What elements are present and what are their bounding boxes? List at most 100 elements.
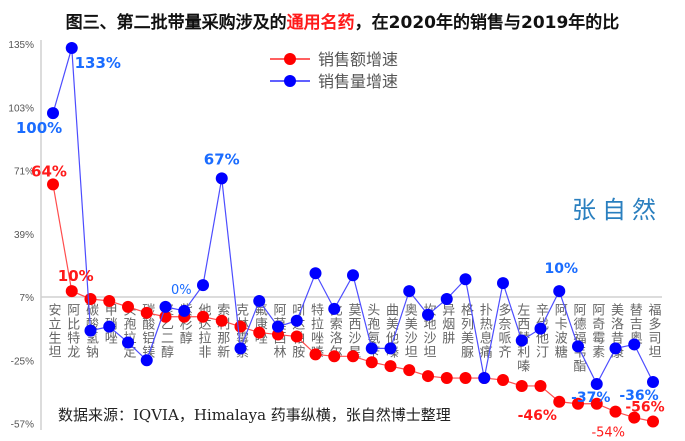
- x-category-label: 多奈哌齐: [496, 302, 512, 359]
- data-point: [103, 294, 116, 307]
- x-category-label: 阿比特龙: [64, 303, 80, 359]
- data-point: [215, 314, 228, 327]
- data-point: [440, 292, 453, 305]
- data-point: [572, 397, 584, 410]
- data-point: [309, 348, 322, 361]
- y-tick-label: 39%: [14, 230, 34, 241]
- data-label: 67%: [204, 150, 240, 168]
- data-point: [47, 107, 59, 120]
- data-point: [197, 310, 209, 323]
- data-point: [609, 405, 622, 418]
- x-category-label: 莫西沙星: [346, 303, 362, 359]
- data-point: [515, 334, 528, 347]
- legend-marker: [284, 53, 296, 65]
- data-point: [384, 360, 397, 373]
- footnote: 数据来源：IQVIA，Himalaya 药事纵横，张自然博士整理: [58, 406, 451, 424]
- data-point: [365, 356, 378, 369]
- x-category-label: 阿德福韦酯: [571, 303, 587, 373]
- title-prefix: 图三、第二批带量采购涉及的: [65, 13, 287, 33]
- data-point: [515, 379, 528, 392]
- data-point: [122, 300, 134, 313]
- data-label: 64%: [31, 162, 67, 180]
- data-label: -46%: [518, 408, 557, 424]
- data-point: [647, 375, 659, 388]
- y-tick-label: 103%: [8, 103, 34, 114]
- x-category-label: 替吉奥: [627, 303, 643, 345]
- watermark: 张自然: [572, 196, 662, 224]
- legend-label: 销售额增速: [318, 50, 398, 69]
- data-point: [197, 279, 209, 292]
- data-point: [478, 372, 491, 385]
- data-point: [65, 41, 78, 54]
- data-point: [253, 294, 266, 307]
- x-category-label: 奥美沙坦: [402, 303, 418, 359]
- data-point: [103, 320, 116, 333]
- x-category-label: 格列美脲: [458, 302, 474, 359]
- data-point: [347, 350, 359, 363]
- data-point: [84, 292, 97, 305]
- data-point: [628, 411, 641, 424]
- data-point: [159, 300, 172, 313]
- legend-label: 销售量增速: [318, 72, 398, 91]
- data-point: [347, 269, 359, 282]
- data-label: 10%: [58, 267, 94, 285]
- data-point: [403, 285, 416, 298]
- data-point: [47, 178, 59, 191]
- data-point: [497, 277, 509, 290]
- y-tick-label: -57%: [11, 420, 34, 431]
- data-point: [272, 320, 284, 333]
- data-label: -37%: [571, 390, 610, 406]
- data-label: -36%: [619, 388, 658, 404]
- y-tick-label: 71%: [14, 167, 34, 178]
- data-point: [365, 342, 378, 355]
- x-category-label: 特拉唑嗪: [308, 303, 324, 359]
- data-point: [609, 342, 622, 355]
- data-point: [553, 395, 566, 408]
- x-category-label: 比索洛尔: [327, 303, 343, 359]
- data-point: [290, 330, 303, 343]
- y-tick-label: 7%: [20, 293, 35, 304]
- data-point: [234, 320, 247, 333]
- x-category-label: 索利那新: [214, 303, 230, 359]
- data-point: [215, 172, 228, 185]
- legend-marker: [284, 75, 296, 87]
- title-highlight: 通用名药: [286, 13, 355, 33]
- title-suffix: ，在2020年的销售与2019年的比: [354, 13, 620, 33]
- data-point: [140, 306, 153, 319]
- data-point: [234, 342, 247, 355]
- data-point: [328, 350, 341, 363]
- x-category-label: 阿卡波糖: [552, 303, 568, 359]
- data-label: 10%: [544, 261, 578, 277]
- data-point: [384, 342, 397, 355]
- data-point: [422, 370, 434, 383]
- data-point: [459, 273, 472, 286]
- data-point: [590, 397, 603, 410]
- data-point: [572, 340, 584, 353]
- data-point: [122, 336, 134, 349]
- x-category-label: 异烟肼: [439, 303, 455, 345]
- data-label: 0%: [171, 283, 192, 298]
- data-point: [440, 372, 453, 385]
- data-point: [84, 324, 97, 337]
- data-label: 100%: [16, 119, 62, 137]
- data-point: [290, 314, 303, 327]
- y-tick-label: 135%: [8, 40, 34, 51]
- data-label: -56%: [625, 400, 664, 416]
- data-point: [403, 364, 416, 377]
- data-label: -54%: [591, 426, 625, 441]
- x-category-label: 安立生坦: [46, 303, 62, 359]
- chart-title: 图三、第二批带量采购涉及的通用名药，在2020年的销售与2019年的比: [0, 8, 685, 33]
- data-point: [534, 379, 547, 392]
- data-point: [253, 326, 266, 339]
- data-point: [628, 338, 641, 351]
- data-point: [328, 302, 341, 315]
- x-category-label: 阿奇霉素: [589, 303, 605, 359]
- data-label: 133%: [75, 54, 121, 72]
- data-point: [140, 354, 153, 367]
- data-point: [534, 322, 547, 335]
- data-point: [178, 304, 191, 317]
- data-point: [65, 285, 78, 298]
- data-point: [422, 308, 434, 321]
- x-category-label: 扑热息痛: [477, 303, 493, 359]
